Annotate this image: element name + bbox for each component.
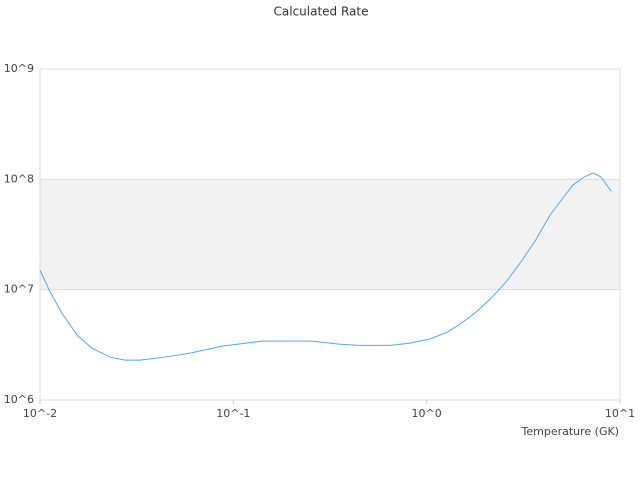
y-tick-label: 10^9 <box>4 62 34 75</box>
plot-band <box>40 179 620 290</box>
data-line <box>39 172 612 361</box>
chart-title: Calculated Rate <box>274 5 369 19</box>
y-tick-label: 10^6 <box>4 393 34 406</box>
x-tick-label: 10^-1 <box>216 407 250 420</box>
x-tick-label: 10^1 <box>605 407 635 420</box>
y-tick-label: 10^8 <box>4 172 34 185</box>
y-tick-label: 10^7 <box>4 283 34 296</box>
x-tick-label: 10^-2 <box>23 407 57 420</box>
x-axis-label: Temperature (GK) <box>521 425 620 438</box>
x-tick-label: 10^0 <box>412 407 442 420</box>
